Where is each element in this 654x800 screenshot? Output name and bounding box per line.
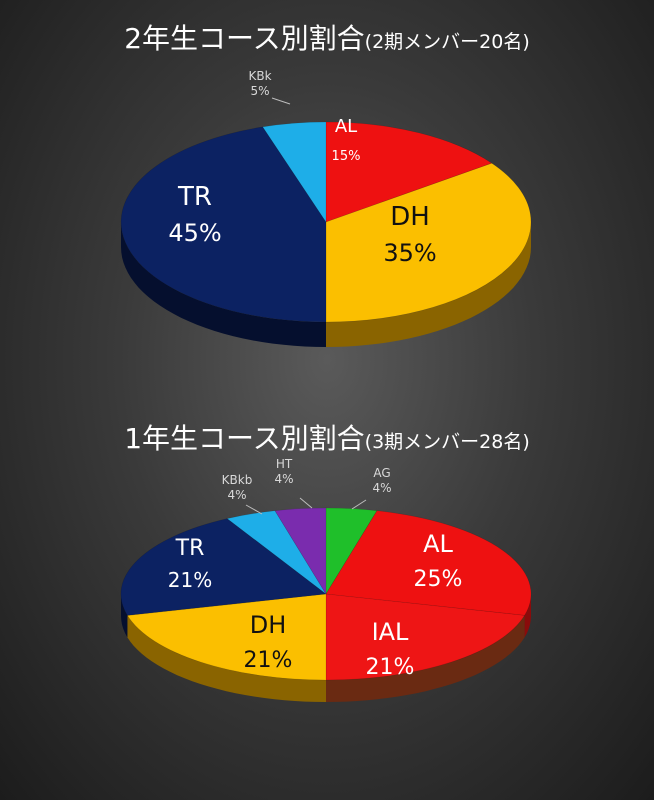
chart-title: 2年生コース別割合(2期メンバー20名) xyxy=(124,22,530,55)
pie-chart-1st-year: 1年生コース別割合(3期メンバー28名) AG4%AL25%IAL21%DH21… xyxy=(120,422,532,702)
slice-value-dh: 35% xyxy=(383,239,436,267)
pie-slice-dh xyxy=(126,593,327,681)
leader-line-ag xyxy=(351,499,367,510)
slice-value-kbkb: 4% xyxy=(227,488,246,502)
slice-value-tr: 45% xyxy=(168,219,221,247)
slice-value-dh: 21% xyxy=(244,648,293,673)
pie-slice-dh xyxy=(325,162,532,323)
slice-value-ht: 4% xyxy=(274,472,293,486)
pie-slice-tr xyxy=(120,518,327,616)
slice-label-dh: DH xyxy=(390,202,430,232)
slice-value-al: 25% xyxy=(414,567,463,592)
slice-label-ht: HT xyxy=(276,457,293,471)
pie-slice-ial xyxy=(325,593,526,681)
pie-slice-ht xyxy=(274,507,327,596)
pie-side-ial xyxy=(326,615,525,702)
leader-line-kbk xyxy=(271,97,291,105)
pie-slice-ag xyxy=(325,507,378,596)
slice-value-ial: 21% xyxy=(366,655,415,680)
slice-label-kbkb: KBkb xyxy=(222,473,253,487)
slice-label-tr: TR xyxy=(175,536,205,561)
chart-title: 1年生コース別割合(3期メンバー28名) xyxy=(124,422,530,455)
slice-value-ag: 4% xyxy=(372,481,391,495)
slice-value-al: 15% xyxy=(332,149,361,164)
pie-side-dh xyxy=(326,222,531,347)
pie-side-dh xyxy=(127,615,327,702)
slice-value-kbk: 5% xyxy=(250,84,269,98)
slice-label-al: AL xyxy=(423,530,453,558)
slice-label-al: AL xyxy=(335,116,357,137)
pie-slice-kbk xyxy=(262,121,327,223)
pie-slice-kbkb xyxy=(226,510,327,595)
slice-value-tr: 21% xyxy=(168,568,212,592)
pie-slice-al xyxy=(325,121,493,223)
pie-slice-al xyxy=(325,510,532,616)
pie-chart-2nd-year: 2年生コース別割合(2期メンバー20名) AL 15% DH 35% TR 45% KBk5… xyxy=(120,22,532,347)
leader-line-ht xyxy=(299,497,313,509)
slice-label-tr: TR xyxy=(177,182,212,212)
slice-label-ag: AG xyxy=(373,466,390,480)
slice-label-kbk: KBk xyxy=(248,69,271,83)
slice-label-dh: DH xyxy=(250,611,287,639)
leader-line-kbkb xyxy=(245,504,263,515)
slice-label-ial: IAL xyxy=(372,618,409,646)
pie-side-tr xyxy=(121,222,326,347)
pie-slice-tr xyxy=(120,126,327,323)
